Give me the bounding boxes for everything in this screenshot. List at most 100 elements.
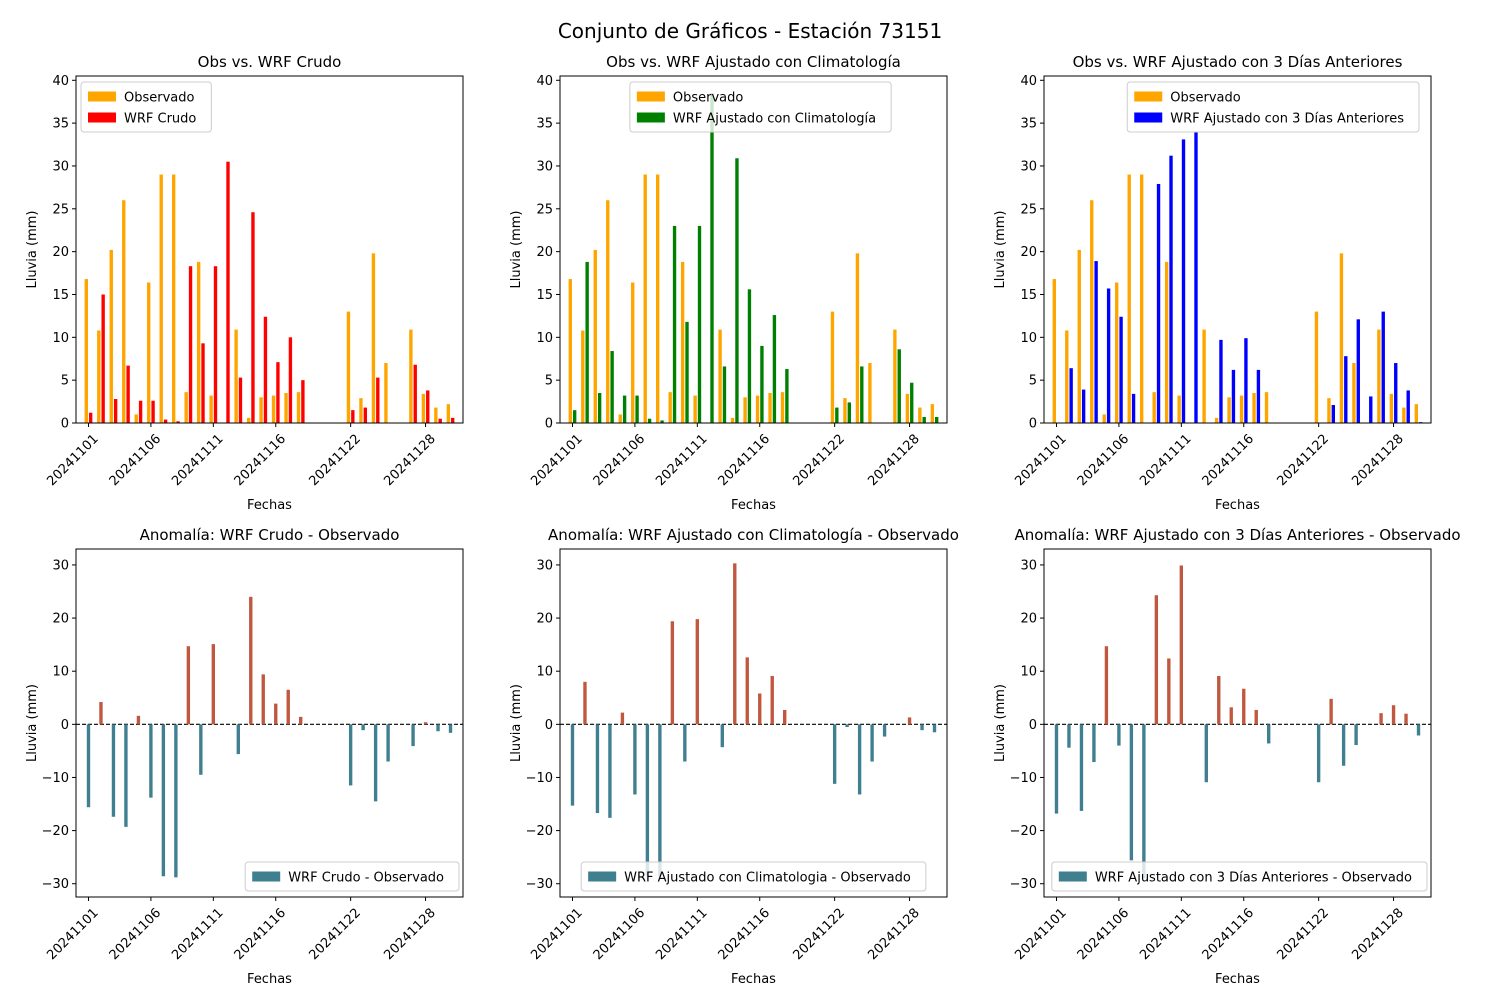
chart-title: Anomalía: WRF Ajustado con 3 Días Anteri…	[1014, 526, 1460, 544]
bar	[1414, 404, 1419, 423]
legend-label: Observado	[1170, 91, 1241, 106]
x-tick-label: 20241122	[791, 906, 848, 963]
y-tick-label: 30	[1020, 558, 1037, 573]
bar	[1104, 646, 1109, 725]
bar	[271, 395, 276, 423]
bar	[1142, 724, 1146, 879]
y-tick-label: 10	[1020, 665, 1037, 680]
x-tick-label: 20241106	[107, 432, 164, 489]
y-tick-label: 5	[61, 374, 69, 389]
y-tick-label: 35	[536, 117, 553, 132]
bar	[86, 724, 91, 808]
x-tick-label: 20241122	[1275, 906, 1332, 963]
x-tick-label: 20241128	[381, 432, 438, 489]
y-tick-label: 40	[536, 74, 553, 89]
bar	[299, 716, 303, 725]
bar	[658, 724, 662, 877]
bar	[1102, 414, 1106, 423]
y-tick-label: 0	[545, 417, 553, 432]
bar	[411, 724, 415, 747]
bar	[151, 400, 155, 423]
bar	[1179, 565, 1184, 725]
bar	[1219, 339, 1223, 423]
bar	[710, 93, 714, 423]
bar	[656, 174, 660, 423]
bar	[251, 212, 255, 423]
bar	[138, 400, 143, 423]
bar	[1154, 595, 1159, 725]
x-tick-label: 20241116	[1200, 906, 1257, 963]
y-tick-label: −20	[526, 824, 553, 839]
bar	[733, 563, 737, 725]
y-tick-label: 5	[545, 374, 553, 389]
bar	[234, 329, 238, 423]
bar	[855, 253, 860, 423]
bar	[1214, 417, 1219, 423]
x-tick-label: 20241101	[528, 906, 585, 963]
x-tick-label: 20241106	[591, 432, 648, 489]
bar	[209, 395, 213, 423]
bar	[1331, 405, 1335, 423]
legend-box	[1051, 861, 1428, 892]
legend-box	[1126, 81, 1420, 133]
bar	[184, 392, 188, 423]
x-axis-label: Fechas	[247, 498, 292, 513]
y-tick-label: 20	[536, 245, 553, 260]
bar	[296, 392, 301, 423]
bar	[1391, 705, 1396, 725]
y-axis-label: Lluvia (mm)	[509, 684, 524, 762]
bar	[922, 417, 926, 423]
bar	[134, 414, 138, 423]
x-tick-label: 20241101	[1012, 432, 1069, 489]
bar	[1242, 688, 1246, 725]
bar	[124, 724, 128, 827]
bar	[760, 345, 764, 423]
bar	[1079, 724, 1084, 811]
bar	[1129, 724, 1134, 861]
bar	[438, 418, 442, 423]
y-tick-label: 15	[52, 288, 69, 303]
bar	[783, 709, 787, 725]
y-tick-label: −10	[42, 771, 69, 786]
y-tick-label: 30	[536, 159, 553, 174]
y-tick-label: 0	[61, 417, 69, 432]
bar	[685, 321, 689, 423]
bar	[918, 407, 922, 423]
bar	[1140, 174, 1144, 423]
bar	[772, 315, 777, 423]
bar	[434, 407, 438, 423]
bar	[186, 646, 191, 725]
bar	[930, 404, 935, 423]
x-tick-label: 20241111	[1137, 906, 1194, 963]
chart-title: Obs vs. WRF Ajustado con Climatología	[606, 53, 901, 71]
bar	[695, 619, 700, 725]
x-tick-label: 20241122	[307, 432, 364, 489]
bar	[351, 410, 355, 423]
bar	[722, 366, 727, 423]
y-tick-label: 0	[1029, 718, 1037, 733]
bar	[847, 402, 851, 423]
bar	[1252, 393, 1256, 423]
bar	[645, 724, 650, 876]
y-tick-label: 10	[52, 665, 69, 680]
bar	[860, 366, 864, 423]
chart-title: Obs vs. WRF Ajustado con 3 Días Anterior…	[1073, 53, 1403, 71]
x-tick-label: 20241101	[44, 906, 101, 963]
legend-swatch	[252, 871, 281, 882]
bar	[1156, 183, 1161, 423]
legend-swatch	[588, 871, 617, 882]
chart-panel-3: Obs vs. WRF Ajustado con 3 Días Anterior…	[993, 53, 1432, 513]
bar	[758, 693, 762, 725]
bar	[1239, 395, 1244, 423]
x-tick-label: 20241116	[716, 906, 773, 963]
bar	[1329, 698, 1333, 725]
x-axis-label: Fechas	[247, 972, 292, 987]
bar	[1090, 200, 1094, 423]
chart-panel-6: Anomalía: WRF Ajustado con 3 Días Anteri…	[993, 526, 1461, 987]
y-axis-label: Lluvia (mm)	[25, 684, 40, 762]
bar	[1164, 261, 1169, 423]
bar	[622, 395, 627, 423]
bar	[647, 418, 652, 423]
bar	[163, 419, 168, 423]
bar	[376, 377, 380, 423]
